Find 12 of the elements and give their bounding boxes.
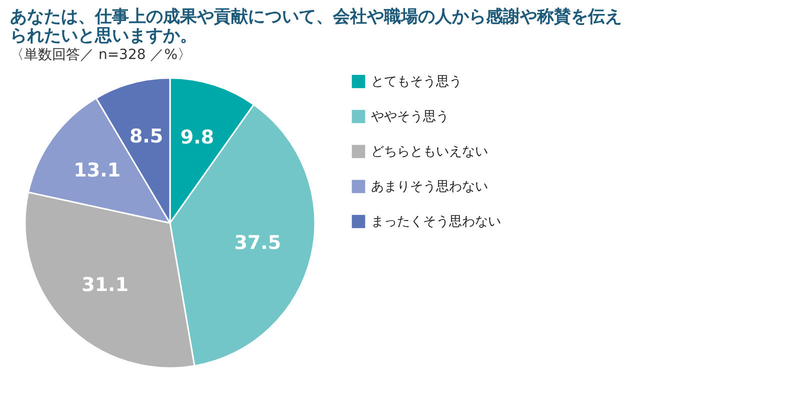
data-label: 31.1 <box>82 274 128 296</box>
data-label: 8.5 <box>129 125 164 148</box>
data-label: 13.1 <box>74 159 121 182</box>
legend-label: どちらともいえない <box>371 144 488 160</box>
chart-subtitle: 〈単数回答／ n=328 ／%〉 <box>10 47 192 63</box>
data-label: 37.5 <box>234 232 282 254</box>
legend-label: とてもそう思う <box>371 74 462 90</box>
data-label: 9.8 <box>180 126 214 148</box>
legend-label: まったくそう思わない <box>371 214 501 230</box>
chart-title: あなたは、仕事上の成果や貢献について、会社や職場の人から感謝や称賛を伝えられたいと思いますか。 <box>10 7 622 46</box>
legend-label: あまりそう思わない <box>371 180 488 194</box>
legend-label: ややそう思う <box>371 110 449 124</box>
